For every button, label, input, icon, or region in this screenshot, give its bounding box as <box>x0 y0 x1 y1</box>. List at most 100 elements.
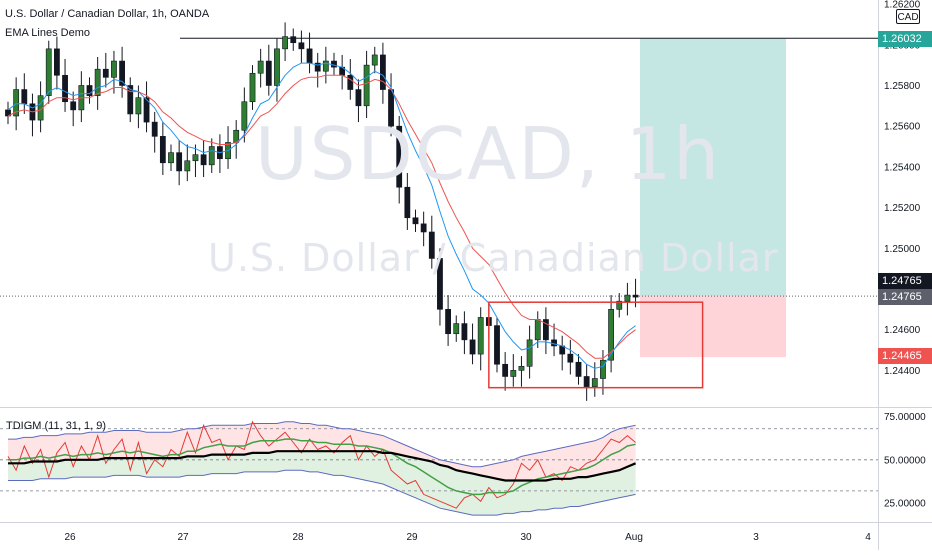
candle-body <box>477 317 484 355</box>
candle-body <box>461 323 468 341</box>
candle-body <box>542 319 549 341</box>
candle-body <box>567 353 574 363</box>
candle-body <box>241 101 248 131</box>
candle-body <box>551 339 557 347</box>
candle-body <box>62 74 68 103</box>
candle-body <box>445 309 451 335</box>
candle-body <box>70 101 77 111</box>
price-tick-label: 1.25600 <box>884 122 921 133</box>
candle-body <box>143 97 150 123</box>
candle-body <box>94 68 101 96</box>
price-tick-label: 1.25800 <box>884 81 921 92</box>
time-tick-label: 27 <box>177 532 189 543</box>
candle-body <box>265 60 272 86</box>
candle-body <box>453 323 460 335</box>
candle-body <box>86 85 93 96</box>
candle-body <box>534 319 541 341</box>
rsi-line <box>7 420 636 509</box>
candle-body <box>200 154 207 166</box>
candle-body <box>575 361 582 377</box>
candle-body <box>159 136 166 164</box>
candle-body <box>363 64 370 107</box>
candle-body <box>591 378 598 387</box>
price-tick-label: 1.26200 <box>884 0 921 11</box>
candle-body <box>379 54 386 90</box>
last-price-tag: 1.24765 <box>878 273 932 289</box>
symbol-legend[interactable]: U.S. Dollar / Canadian Dollar, 1h, OANDA <box>5 8 210 20</box>
stop-price-tag: 1.24465 <box>878 348 932 364</box>
target-zone <box>640 38 786 297</box>
oscillator-axis-ticks: 75.00000 50.00000 25.00000 <box>884 412 926 509</box>
candle-body <box>494 325 500 365</box>
candle-body <box>428 231 435 259</box>
candle-body <box>526 339 533 367</box>
candle-body <box>298 42 305 50</box>
candle-body <box>396 125 403 188</box>
candle-body <box>314 62 321 72</box>
oscillator-tick-label: 25.00000 <box>884 499 926 510</box>
candle-body <box>192 154 199 162</box>
time-tick-label: 28 <box>292 532 304 543</box>
time-tick-label: 26 <box>64 532 76 543</box>
candle-body <box>257 60 264 74</box>
time-axis-ticks: 26 27 28 29 30 Aug 3 4 <box>64 532 871 543</box>
band-lower-line <box>8 469 636 516</box>
oscillator-tick-label: 50.00000 <box>884 455 926 466</box>
indicator-legend[interactable]: EMA Lines Demo <box>5 27 90 39</box>
candle-body <box>437 258 443 310</box>
candle-body <box>21 89 28 105</box>
ema-slow-line <box>7 74 636 359</box>
candle-body <box>469 339 476 355</box>
candle-body <box>176 152 183 172</box>
candle-body <box>412 217 419 225</box>
price-tick-label: 1.24600 <box>884 325 921 336</box>
time-tick-label: 3 <box>753 532 759 543</box>
candle-body <box>119 60 125 86</box>
candle-body <box>347 74 354 90</box>
candle-body <box>127 85 134 115</box>
candle-body <box>616 300 623 310</box>
time-tick-label: 4 <box>865 532 871 543</box>
candle-body <box>208 146 215 166</box>
candle-body <box>388 89 394 127</box>
price-tick-label: 1.24400 <box>884 366 921 377</box>
ema-fast-line <box>7 62 636 369</box>
candle-body <box>282 36 288 50</box>
candle-body <box>608 309 614 361</box>
candle-body <box>404 186 411 219</box>
candle-body <box>184 160 191 172</box>
candle-body <box>331 60 337 68</box>
last-price-line-tag: 1.24765 <box>878 289 932 305</box>
stop-zone <box>640 296 786 358</box>
oscillator-legend[interactable]: TDIGM (11, 31, 1, 9) <box>6 420 107 432</box>
time-tick-label: Aug <box>625 532 643 543</box>
baseline-line <box>8 450 637 482</box>
candle-body <box>102 68 109 78</box>
candle-body <box>632 294 639 298</box>
candle-body <box>168 152 174 164</box>
price-tick-label: 1.25200 <box>884 203 921 214</box>
oscillator-tick-label: 75.00000 <box>884 412 926 423</box>
candle-body <box>45 48 52 96</box>
signal-line <box>8 438 636 496</box>
candle-body <box>502 363 509 377</box>
candle-body <box>518 365 525 371</box>
candle-body <box>600 359 606 379</box>
currency-badge[interactable]: CAD <box>896 9 920 24</box>
price-tick-label: 1.25400 <box>884 162 921 173</box>
candle-body <box>135 97 142 115</box>
band-upper-line <box>8 421 636 468</box>
candle-body <box>111 60 117 78</box>
candle-body <box>355 89 362 107</box>
candle-body <box>583 376 590 387</box>
candle-body <box>274 48 280 86</box>
price-tick-label: 1.25000 <box>884 244 921 255</box>
candle-body <box>624 294 631 302</box>
candle-body <box>249 72 256 103</box>
target-price-tag: 1.26032 <box>878 31 932 47</box>
candle-body <box>151 121 158 137</box>
candle-body <box>306 48 313 64</box>
candle-body <box>420 223 427 233</box>
